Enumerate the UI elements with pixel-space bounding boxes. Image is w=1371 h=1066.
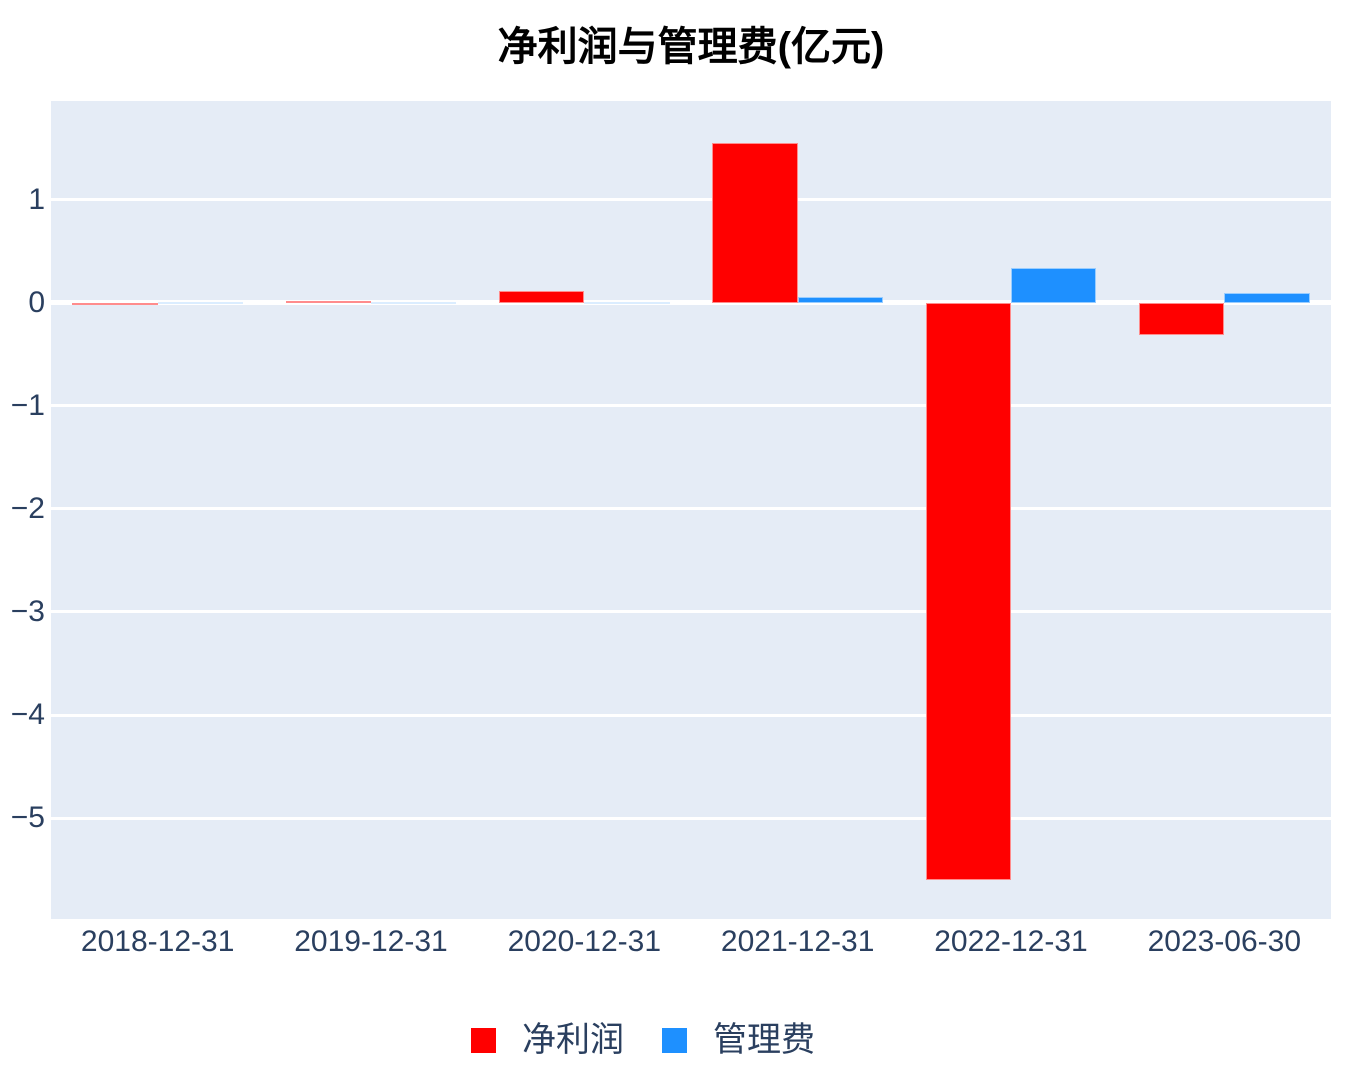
gridline-y--4 xyxy=(51,713,1331,717)
bar-series-1-2021-12-31[interactable] xyxy=(797,296,883,303)
y-tick-label-1: 1 xyxy=(28,182,45,216)
legend-label-net-profit: 净利润 xyxy=(522,1021,624,1059)
bar-series-1-2018-12-31[interactable] xyxy=(157,302,243,305)
y-tick-label--1: −1 xyxy=(10,388,45,422)
legend-item-management-fee[interactable]: 管理费 xyxy=(662,1020,815,1060)
x-tick-label-2023-06-30: 2023-06-30 xyxy=(1147,925,1302,958)
plot-area xyxy=(51,101,1331,919)
bar-series-1-2019-12-31[interactable] xyxy=(371,301,457,304)
gridline-y--5 xyxy=(51,816,1331,820)
gridline-y-1 xyxy=(51,198,1331,202)
x-tick-label-2020-12-31: 2020-12-31 xyxy=(507,925,662,958)
bar-series-0-2018-12-31[interactable] xyxy=(72,302,158,305)
gridline-y--1 xyxy=(51,404,1331,408)
bar-series-0-2023-06-30[interactable] xyxy=(1139,302,1225,335)
legend-swatch-net-profit xyxy=(471,1027,496,1053)
bar-series-1-2020-12-31[interactable] xyxy=(584,301,670,304)
x-tick-label-2018-12-31: 2018-12-31 xyxy=(80,925,235,958)
bar-series-0-2020-12-31[interactable] xyxy=(499,290,585,303)
legend-swatch-management-fee xyxy=(662,1027,687,1053)
y-tick-label--4: −4 xyxy=(10,698,45,731)
x-tick-label-2019-12-31: 2019-12-31 xyxy=(294,925,448,958)
y-tick-label--3: −3 xyxy=(10,594,45,628)
bar-series-0-2019-12-31[interactable] xyxy=(285,300,371,303)
y-tick-label-0: 0 xyxy=(28,285,45,319)
y-tick-label--2: −2 xyxy=(10,491,45,525)
zero-line xyxy=(51,300,1331,306)
y-tick-label--5: −5 xyxy=(10,801,45,835)
bar-series-0-2021-12-31[interactable] xyxy=(712,143,798,303)
gridline-y--3 xyxy=(51,610,1331,614)
bar-series-0-2022-12-31[interactable] xyxy=(925,302,1011,880)
gridline-y--2 xyxy=(51,507,1331,511)
chart-title: 净利润与管理费(亿元) xyxy=(497,25,885,69)
bar-series-1-2023-06-30[interactable] xyxy=(1224,292,1310,303)
legend: 净利润 管理费 xyxy=(3,1020,1283,1060)
legend-label-management-fee: 管理费 xyxy=(713,1021,815,1059)
bar-series-1-2022-12-31[interactable] xyxy=(1011,267,1097,303)
x-tick-label-2022-12-31: 2022-12-31 xyxy=(934,925,1088,958)
legend-item-net-profit[interactable]: 净利润 xyxy=(471,1020,624,1060)
x-tick-label-2021-12-31: 2021-12-31 xyxy=(720,925,875,958)
